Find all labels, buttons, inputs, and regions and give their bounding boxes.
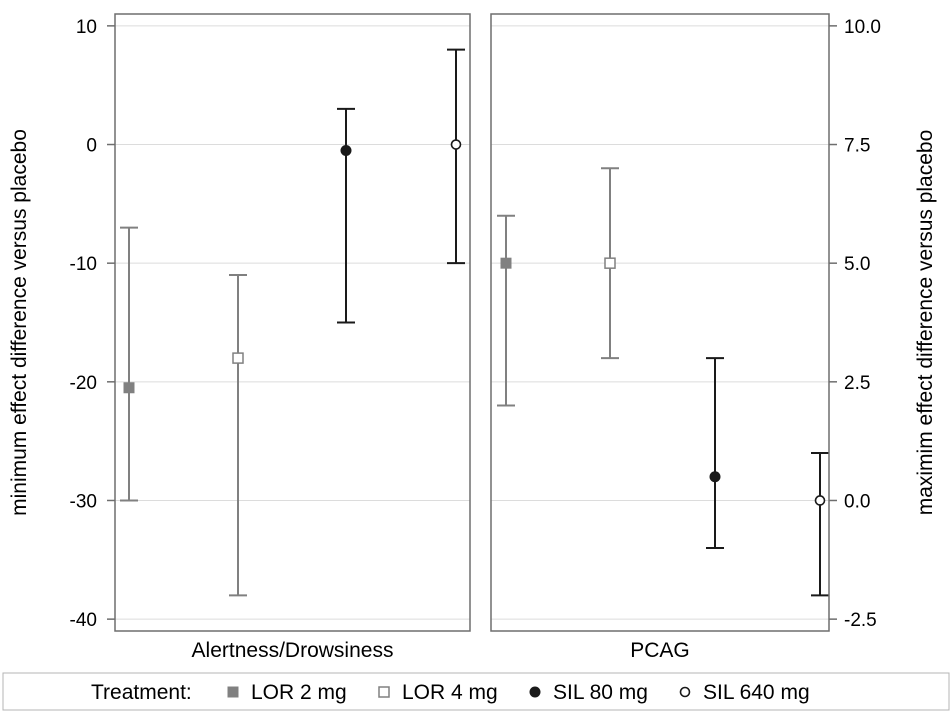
panel-left-frame [114, 13, 471, 632]
legend-title: Treatment: [91, 681, 192, 704]
panel-left-background [115, 14, 470, 631]
y-tick-label-right: 5.0 [844, 254, 870, 275]
point-left-4 [450, 139, 462, 150]
legend-marker-4 [679, 686, 691, 698]
point-right-2 [604, 257, 616, 269]
y-tick-label-left: 0 [86, 136, 97, 157]
panel-right-background [491, 14, 829, 631]
legend-label-1: LOR 2 mg [251, 681, 347, 704]
y-tick-label-right: 7.5 [844, 136, 870, 157]
y-axis-title-right: maximim effect difference versus placebo [914, 130, 937, 516]
y-tick-label-left: -10 [70, 254, 97, 275]
legend-marker-2 [378, 686, 390, 698]
y-tick-label-right: 2.5 [844, 373, 870, 394]
point-right-3 [709, 471, 721, 483]
point-right-1 [500, 257, 512, 269]
panel-label-left: Alertness/Drowsiness [192, 639, 394, 662]
y-tick-label-right: -2.5 [844, 610, 877, 631]
point-right-4 [814, 495, 826, 506]
y-tick-label-left: -20 [70, 373, 97, 394]
point-left-1 [123, 382, 135, 394]
y-tick-label-left: -30 [70, 491, 97, 512]
legend-marker-3 [529, 686, 541, 698]
y-tick-label-left: -40 [70, 610, 97, 631]
legend-box [2, 672, 950, 711]
panel-label-right: PCAG [630, 639, 690, 662]
y-tick-label-left: 10 [76, 17, 97, 38]
point-left-3 [340, 144, 352, 156]
y-axis-title-left: minimum effect difference versus placebo [8, 129, 31, 516]
legend-label-4: SIL 640 mg [703, 681, 810, 704]
legend-marker-1 [227, 686, 239, 698]
panel-right-frame [490, 13, 830, 632]
y-tick-label-right: 0.0 [844, 491, 870, 512]
point-left-2 [232, 352, 244, 364]
legend-label-2: LOR 4 mg [402, 681, 498, 704]
legend-label-3: SIL 80 mg [553, 681, 648, 704]
y-tick-label-right: 10.0 [844, 17, 881, 38]
